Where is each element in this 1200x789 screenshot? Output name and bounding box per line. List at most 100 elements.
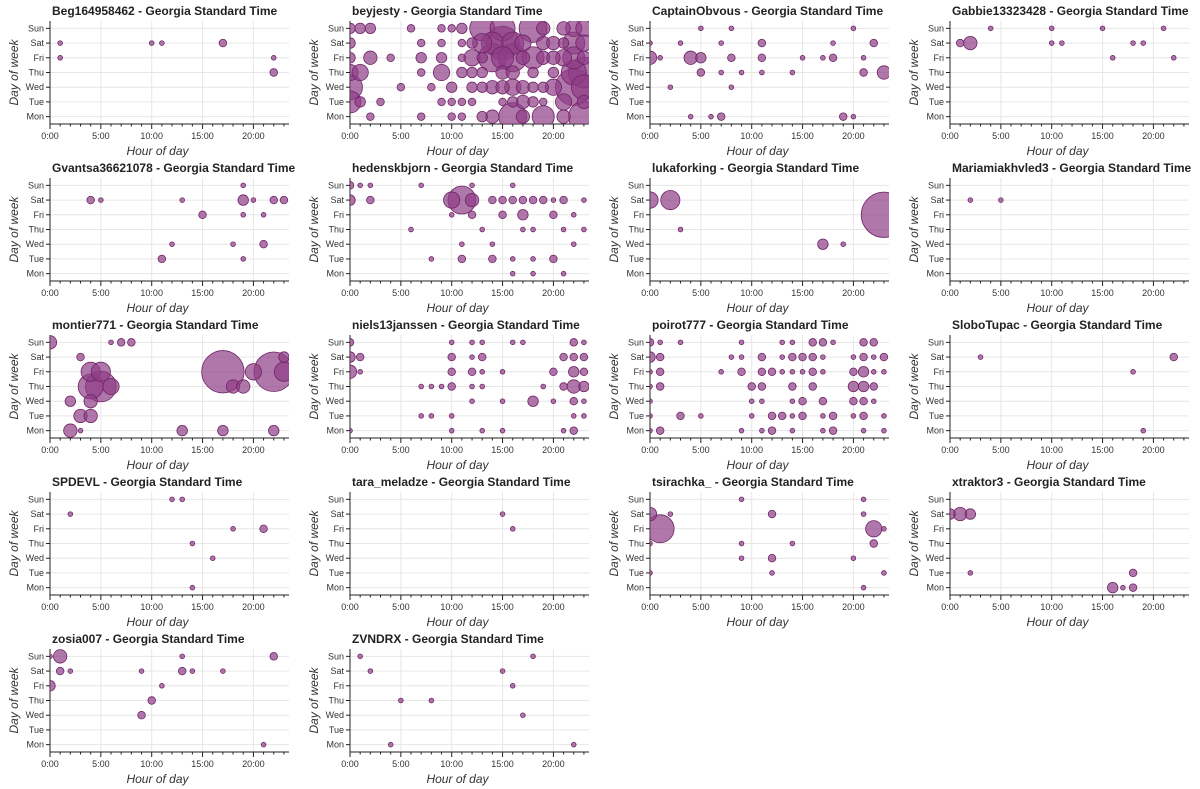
data-point (427, 83, 436, 92)
data-point (857, 380, 870, 393)
y-tick-label: Wed (326, 553, 344, 563)
data-point (747, 382, 756, 391)
data-point (469, 383, 475, 390)
x-tick-label: 10:00 (140, 131, 163, 141)
data-point (769, 570, 775, 576)
x-tick-label: 0:00 (641, 288, 659, 298)
data-point (677, 40, 684, 46)
x-axis-label: Hour of day (126, 772, 189, 786)
chart-title: tsirachka_ - Georgia Standard Time (652, 475, 854, 489)
data-point (278, 351, 289, 363)
x-axis-label: Hour of day (726, 458, 789, 472)
y-tick-label: Thu (28, 382, 44, 392)
bubble-chart: lukaforking - Georgia Standard Time Mon Tu… (607, 161, 889, 315)
x-tick-label: 0:00 (341, 445, 359, 455)
data-point (1128, 568, 1138, 578)
x-tick-label: 15:00 (491, 445, 514, 455)
data-point (179, 496, 185, 503)
data-point (798, 411, 807, 421)
y-tick-label: Thu (628, 382, 644, 392)
x-tick-label: 15:00 (191, 445, 214, 455)
chart-title: CaptainObvous - Georgia Standard Time (652, 4, 883, 18)
y-tick-label: Tue (329, 568, 344, 578)
data-point (476, 81, 488, 93)
x-tick-label: 20:00 (1142, 131, 1165, 141)
data-point (738, 354, 745, 360)
data-point (767, 554, 777, 563)
y-tick-label: Mon (926, 583, 944, 593)
bubble-chart: niels13janssen - Georgia Standard Time Mo… (307, 318, 589, 472)
chart-title: poirot777 - Georgia Standard Time (652, 318, 849, 332)
data-point (67, 511, 74, 517)
y-tick-label: Sat (630, 509, 644, 519)
x-tick-label: 20:00 (242, 602, 265, 612)
data-point (738, 339, 745, 346)
bubble-chart: Gvantsa36621078 - Georgia Standard Time M… (7, 161, 296, 315)
x-tick-label: 15:00 (191, 759, 214, 769)
data-point (828, 426, 838, 435)
data-point (418, 383, 424, 390)
data-point (515, 109, 530, 124)
y-tick-label: Sat (330, 666, 344, 676)
bubble-chart: CaptainObvous - Georgia Standard Time Mon… (607, 4, 889, 158)
y-tick-label: Sat (930, 509, 944, 519)
data-point (860, 55, 867, 61)
bubble-layer (650, 338, 889, 435)
data-point (259, 524, 268, 533)
data-point (818, 397, 828, 406)
y-tick-label: Fri (34, 210, 45, 220)
data-point (456, 66, 468, 79)
data-point (457, 38, 467, 48)
x-tick-label: 15:00 (191, 602, 214, 612)
data-point (415, 52, 427, 64)
data-point (479, 339, 485, 346)
bubble-chart: ZVNDRX - Georgia Standard Time Mon Tue Wed T… (307, 632, 589, 786)
data-point (137, 711, 146, 720)
x-axis-label: Hour of day (126, 615, 189, 629)
data-point (950, 508, 956, 520)
data-point (539, 195, 548, 205)
x-tick-label: 5:00 (992, 445, 1010, 455)
y-tick-label: Sun (28, 651, 44, 661)
chart-title: SloboTupac - Georgia Standard Time (952, 318, 1163, 332)
data-point (459, 241, 465, 247)
x-tick-label: 15:00 (1091, 445, 1114, 455)
x-tick-label: 20:00 (242, 288, 265, 298)
data-point (350, 338, 355, 347)
y-tick-label: Wed (926, 239, 944, 249)
y-tick-label: Thu (28, 696, 44, 706)
data-point (1130, 369, 1136, 375)
data-point (559, 352, 568, 362)
data-point (116, 338, 126, 347)
data-point (469, 354, 475, 360)
data-point (209, 555, 216, 561)
x-tick-label: 10:00 (140, 759, 163, 769)
data-point (435, 52, 448, 64)
chart-panel: hedenskbjorn - Georgia Standard Time Mon T… (306, 159, 606, 316)
data-point (157, 254, 167, 264)
y-tick-label: Thu (328, 225, 344, 235)
data-point (677, 226, 684, 233)
data-point (55, 666, 65, 676)
x-tick-label: 15:00 (791, 288, 814, 298)
data-point (881, 526, 887, 532)
y-tick-label: Wed (326, 396, 344, 406)
data-point (738, 496, 745, 503)
data-point (416, 38, 426, 48)
data-point (869, 338, 878, 347)
chart-panel: poirot777 - Georgia Standard Time Mon Tue W… (606, 316, 906, 473)
y-tick-label: Sun (928, 180, 944, 190)
y-tick-label: Sat (30, 666, 44, 676)
x-tick-label: 0:00 (641, 445, 659, 455)
x-tick-label: 5:00 (92, 759, 110, 769)
x-tick-label: 20:00 (242, 131, 265, 141)
data-point (416, 112, 426, 121)
data-point (127, 338, 136, 347)
y-tick-label: Thu (928, 225, 944, 235)
bubble-chart: SloboTupac - Georgia Standard Time Mon Tue… (907, 318, 1189, 472)
data-point (1048, 40, 1055, 46)
data-point (457, 112, 467, 121)
x-tick-label: 10:00 (440, 131, 463, 141)
x-tick-label: 10:00 (740, 602, 763, 612)
